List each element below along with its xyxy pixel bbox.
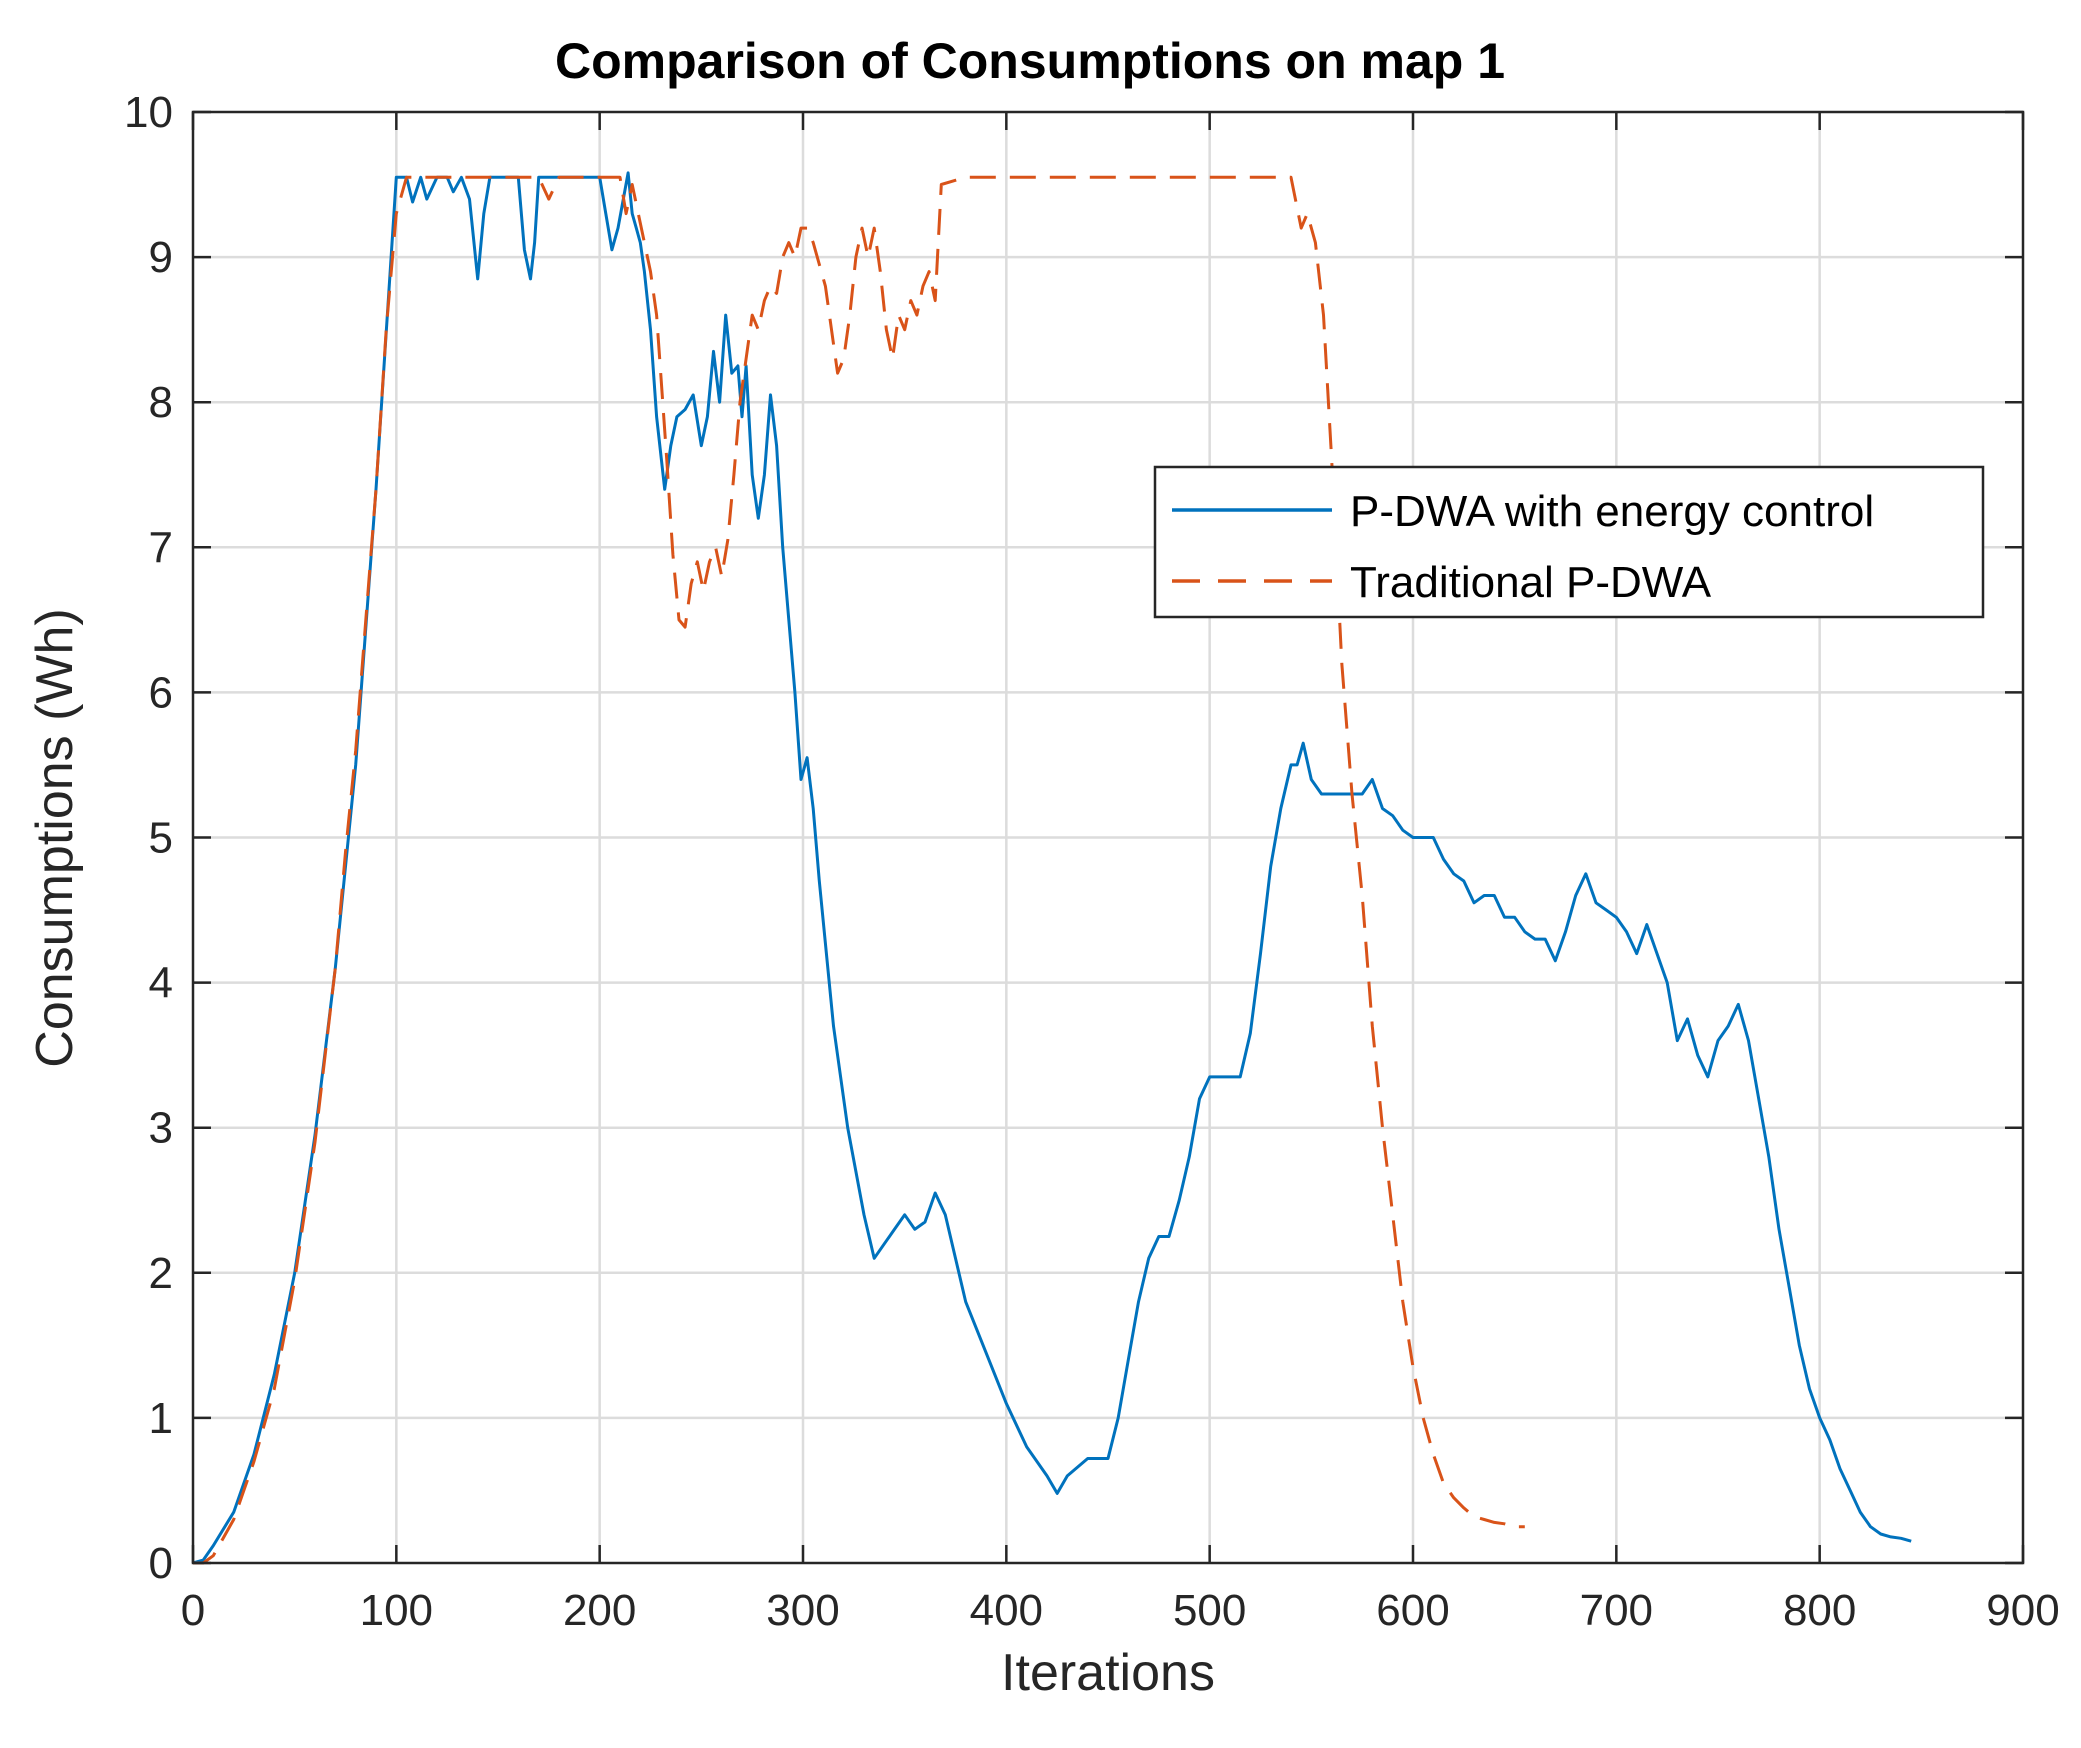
legend-box: [1153, 465, 1985, 619]
y-tick-label: 8: [149, 378, 173, 427]
y-tick-label: 4: [149, 959, 173, 1008]
legend-label-traditional-p-dwa: Traditional P-DWA: [1350, 558, 1712, 607]
x-tick-label: 400: [970, 1586, 1043, 1635]
y-tick-label: 10: [124, 88, 173, 137]
x-tick-label: 200: [563, 1586, 636, 1635]
legend-label-p-dwa-energy: P-DWA with energy control: [1350, 487, 1874, 536]
series-layer: [192, 171, 1912, 1565]
y-tick-label: 1: [149, 1394, 173, 1443]
y-axis-label: Consumptions (Wh): [26, 608, 84, 1067]
series-line-traditional-p-dwa: [193, 175, 1525, 1565]
y-tick-label: 3: [149, 1104, 173, 1153]
y-tick-label: 5: [149, 814, 173, 863]
legend: P-DWA with energy control Traditional P-…: [1153, 465, 1985, 619]
y-tick-label: 0: [149, 1539, 173, 1588]
ticks-layer: 0 100 200 300 400 500 600 700 800 900 0 1 2 3 4 5 6 7 8 9 10: [124, 88, 2060, 1635]
x-tick-label: 300: [766, 1586, 839, 1635]
x-tick-label: 100: [360, 1586, 433, 1635]
x-tick-label: 600: [1376, 1586, 1449, 1635]
chart-title: Comparison of Consumptions on map 1: [555, 33, 1505, 89]
x-axis-label: Iterations: [1001, 1644, 1215, 1702]
x-tick-label: 700: [1580, 1586, 1653, 1635]
x-tick-label: 900: [1986, 1586, 2059, 1635]
y-tick-label: 9: [149, 233, 173, 282]
y-tick-label: 7: [149, 523, 173, 572]
series-line-p-dwa-energy: [192, 171, 1912, 1565]
x-tick-label: 800: [1783, 1586, 1856, 1635]
y-tick-label: 6: [149, 668, 173, 717]
y-tick-label: 2: [149, 1249, 173, 1298]
x-tick-label: 500: [1173, 1586, 1246, 1635]
x-tick-label: 0: [181, 1586, 205, 1635]
